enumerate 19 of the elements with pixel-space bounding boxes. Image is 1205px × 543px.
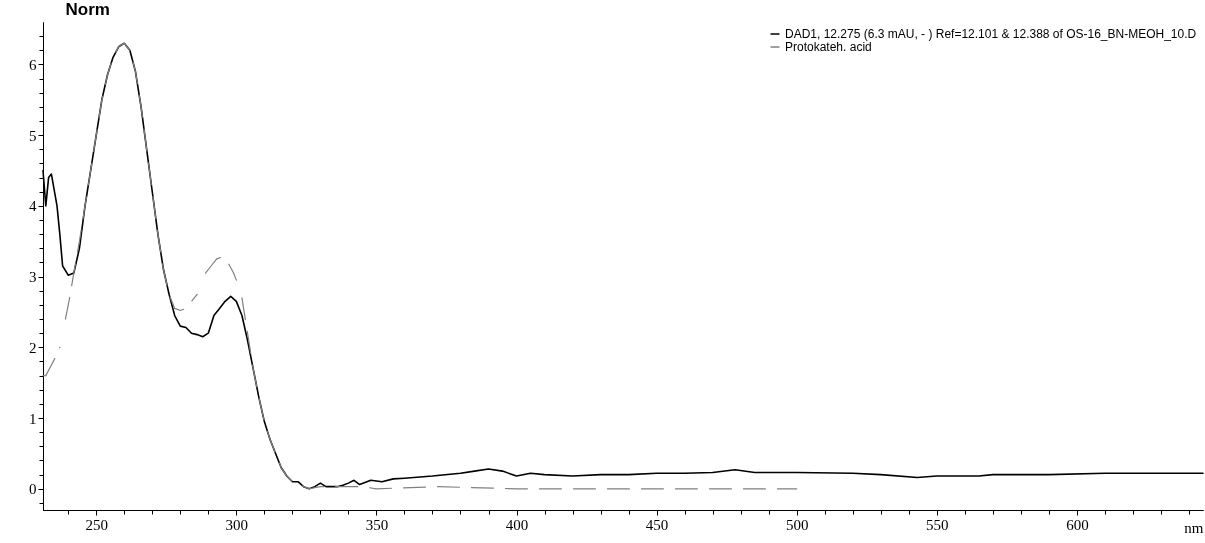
x-axis-title: nm <box>1184 519 1204 536</box>
x-tick-label: 300 <box>225 516 249 533</box>
x-tick-label: 500 <box>785 516 809 533</box>
x-tick-label: 600 <box>1066 516 1089 533</box>
y-tick-label: 1 <box>29 410 37 427</box>
legend-label: Protokateh. acid <box>785 40 872 54</box>
y-tick-label: 0 <box>29 481 37 498</box>
x-tick-label: 450 <box>645 516 669 533</box>
x-tick-label: 350 <box>365 516 389 533</box>
y-tick-label: 5 <box>29 127 37 144</box>
x-tick-label: 400 <box>505 516 529 533</box>
y-tick-label: 2 <box>29 339 37 356</box>
x-tick-label: 250 <box>85 516 108 533</box>
y-tick-label: 6 <box>29 56 37 73</box>
y-tick-label: 3 <box>29 269 37 286</box>
x-tick-label: 550 <box>926 516 949 533</box>
y-tick-label: 4 <box>29 198 37 215</box>
legend-label: DAD1, 12.275 (6.3 mAU, - ) Ref=12.101 & 12.388 of OS-16_BN-MEOH_10.D <box>785 27 1197 41</box>
y-axis-title: Norm <box>65 0 110 19</box>
